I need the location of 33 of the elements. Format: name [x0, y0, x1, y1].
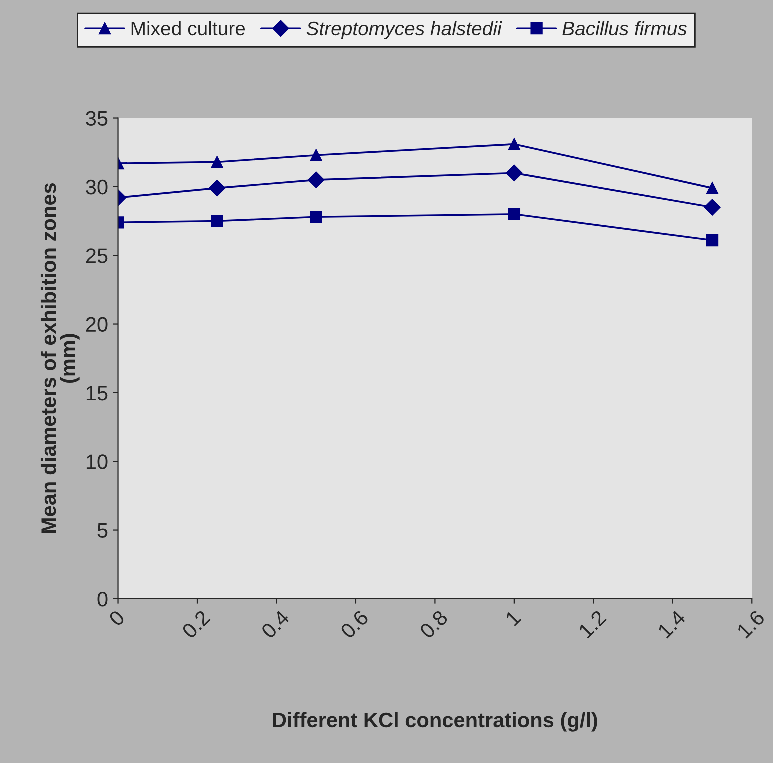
y-tick-label: 20 [86, 317, 108, 332]
point [211, 215, 224, 228]
point [310, 149, 322, 162]
x-tick-label: 1.6 [736, 610, 766, 639]
point [208, 180, 226, 197]
point [211, 156, 224, 168]
y-tick-label: 25 [86, 248, 108, 264]
x-axis-title: Different KCl concentrations (g/l) [273, 712, 598, 732]
x-tick-label: 0.6 [340, 610, 370, 640]
point [704, 199, 721, 216]
point [506, 164, 523, 182]
x-tick-label: 0.8 [419, 610, 449, 640]
point [310, 211, 322, 224]
point [706, 182, 719, 194]
legend-label: Streptomyces halstedii [306, 21, 502, 40]
legend-label: Mixed culture [132, 21, 246, 36]
x-tick-label: 0.4 [260, 609, 290, 640]
y-tick-label: 30 [86, 180, 108, 195]
point [706, 234, 719, 247]
x-tick-label: 0.2 [181, 610, 211, 640]
x-tick-label: 1.4 [657, 610, 687, 639]
y-tick-label: 15 [86, 386, 108, 401]
legend-label: Bacillus firmus [562, 21, 688, 36]
y-tick-label: 5 [98, 524, 108, 538]
x-tick-label: 1 [505, 610, 522, 626]
point [508, 138, 521, 150]
y-axis-title: Mean diameters of exhibition zones (mm) [40, 183, 80, 534]
point [308, 172, 325, 188]
y-tick-label: 35 [86, 111, 108, 126]
y-tick-label: 10 [86, 454, 108, 470]
y-tick-label: 0 [98, 592, 108, 607]
point [508, 208, 521, 220]
x-tick-label: 1.2 [578, 610, 607, 639]
